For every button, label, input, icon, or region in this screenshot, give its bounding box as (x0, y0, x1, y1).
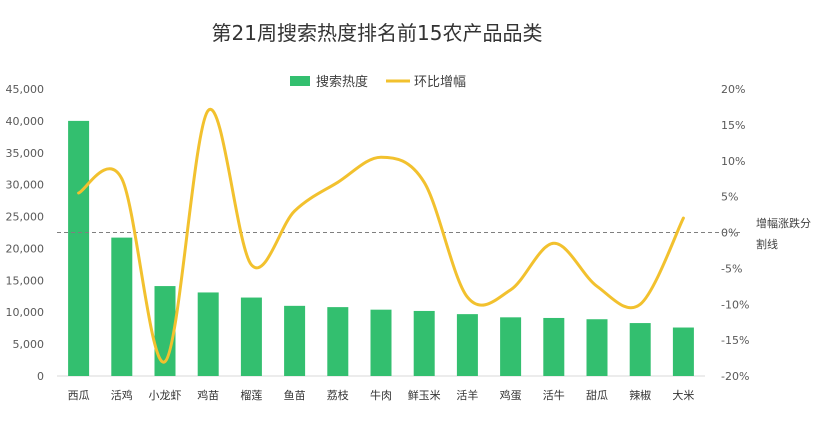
bar (240, 297, 262, 376)
bar (111, 237, 133, 376)
reference-line-label-1: 增幅涨跌分 (756, 216, 811, 230)
left-tick-label: 20,000 (6, 242, 45, 255)
bar (327, 307, 349, 376)
legend: 搜索热度 环比增幅 (290, 74, 466, 90)
left-tick-label: 5,000 (13, 338, 45, 351)
legend-bar-swatch (290, 76, 310, 86)
left-tick-label: 30,000 (6, 179, 45, 192)
category-label: 榴莲 (240, 388, 262, 402)
category-label: 西瓜 (68, 389, 90, 402)
category-label: 辣椒 (629, 388, 651, 402)
chart-title: 第21周搜索热度排名前15农产品品类 (212, 21, 543, 45)
right-tick-label: -20% (721, 370, 749, 383)
category-label: 小龙虾 (149, 389, 182, 402)
category-label: 牛肉 (370, 388, 392, 402)
left-axis-ticks: 0 5,000 10,000 15,000 20,000 25,000 30,000 35,0… (6, 83, 45, 383)
right-tick-label: -15% (721, 334, 749, 347)
legend-line-label: 环比增幅 (414, 75, 466, 90)
category-label: 甜瓜 (586, 389, 608, 402)
left-tick-label: 35,000 (6, 147, 45, 160)
right-axis-ticks: -20%-15%-10%-5%0%5%10%15%20% (721, 83, 749, 383)
bar (197, 292, 219, 376)
bar (629, 323, 651, 376)
category-label: 荔枝 (327, 388, 349, 402)
right-tick-label: 10% (721, 155, 745, 168)
right-tick-label: 20% (721, 83, 745, 96)
bar-series (68, 120, 694, 376)
category-label: 活牛 (543, 388, 565, 402)
bar (413, 310, 435, 376)
right-tick-label: -5% (721, 262, 742, 275)
right-tick-label: -10% (721, 298, 749, 311)
bar (370, 309, 392, 376)
category-label: 活鸡 (111, 388, 133, 402)
bar (456, 314, 478, 376)
bar (543, 317, 565, 376)
left-tick-label: 15,000 (6, 274, 45, 287)
category-labels: 西瓜 活鸡 小龙虾 鸡苗 榴莲 鱼苗 荔枝 牛肉 鲜玉米 活羊 鸡蛋 活牛 甜瓜 辣椒 大米 (68, 388, 695, 402)
category-label: 大米 (672, 388, 694, 402)
left-tick-label: 0 (37, 370, 44, 383)
right-tick-label: 5% (721, 191, 738, 204)
category-label: 鸡蛋 (500, 388, 522, 402)
category-label: 鸡苗 (197, 388, 219, 402)
bar (68, 120, 90, 376)
left-tick-label: 10,000 (6, 306, 45, 319)
legend-bar-label: 搜索热度 (316, 74, 368, 90)
category-label: 活羊 (456, 388, 478, 402)
left-tick-label: 45,000 (6, 83, 45, 96)
bar (672, 327, 694, 376)
bar (284, 305, 306, 376)
right-tick-label: 15% (721, 119, 745, 132)
left-tick-label: 25,000 (6, 211, 45, 224)
left-tick-label: 40,000 (6, 115, 45, 128)
reference-line-label-2: 割线 (756, 237, 778, 251)
category-label: 鲜玉米 (408, 388, 441, 402)
bar (586, 319, 608, 376)
category-label: 鱼苗 (284, 388, 306, 402)
line-series-path (77, 107, 685, 364)
bar (500, 317, 522, 376)
